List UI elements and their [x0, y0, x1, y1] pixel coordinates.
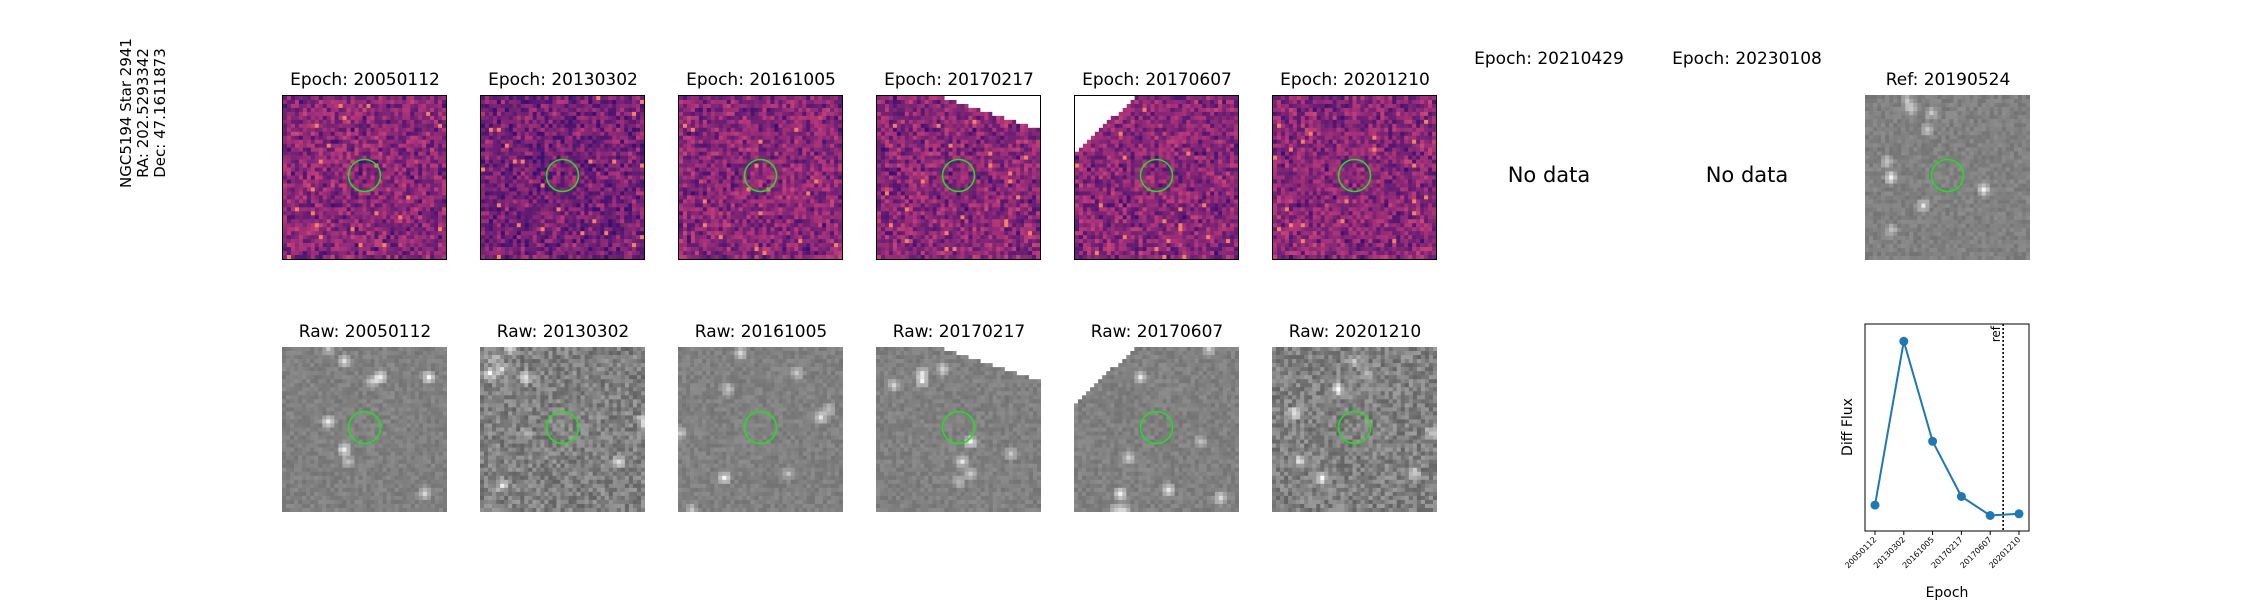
raw-pixels: [282, 347, 447, 512]
x-tick-label: 20201210: [1987, 535, 2022, 570]
star-name: NGC5194 Star 2941: [118, 13, 135, 213]
diff-panel-3: [678, 95, 843, 260]
difference-pixels: [1075, 96, 1238, 259]
raw-pixels: [1865, 95, 2030, 260]
diff-image-6: [1273, 96, 1436, 259]
epoch-title-5: Epoch: 20170607: [1047, 70, 1267, 90]
raw-panel-3: [678, 347, 843, 512]
light-curve-chart: Diff Flux Epoch 200501122013030220161005…: [1820, 315, 2060, 600]
data-point: [1957, 492, 1966, 501]
diff-image-4: [877, 96, 1040, 259]
y-axis-label: Diff Flux: [1840, 398, 1856, 456]
star-ra: RA: 202.5293342: [135, 13, 152, 213]
diff-image-1: [283, 96, 446, 259]
data-point: [1899, 337, 1908, 346]
no-data-8: No data: [1647, 163, 1847, 187]
x-axis-label: Epoch: [1926, 585, 1969, 600]
raw-panel-5: [1074, 347, 1239, 512]
data-point: [1928, 437, 1937, 446]
raw-image-5: [1074, 347, 1239, 512]
difference-pixels: [481, 96, 644, 259]
diff-panel-4: [876, 95, 1041, 260]
raw-image-4: [876, 347, 1041, 512]
epoch-title-2: Epoch: 20130302: [453, 70, 673, 90]
raw-pixels: [1074, 347, 1239, 512]
reference-label: ref: [1989, 325, 2003, 342]
data-point: [1871, 501, 1880, 510]
raw-panel-4: [876, 347, 1041, 512]
raw-title-1: Raw: 20050112: [255, 322, 475, 342]
diff-image-3: [679, 96, 842, 259]
raw-title-6: Raw: 20201210: [1245, 322, 1465, 342]
raw-image-6: [1272, 347, 1437, 512]
raw-panel-6: [1272, 347, 1437, 512]
epoch-title-7: Epoch: 20210429: [1439, 49, 1659, 69]
difference-pixels: [283, 96, 446, 259]
raw-title-3: Raw: 20161005: [651, 322, 871, 342]
ref-title: Ref: 20190524: [1838, 70, 2058, 90]
series-line: [1875, 341, 2019, 515]
raw-pixels: [1272, 347, 1437, 512]
raw-title-2: Raw: 20130302: [453, 322, 673, 342]
raw-panel-1: [282, 347, 447, 512]
raw-pixels: [876, 347, 1041, 512]
ref-panel: [1865, 95, 2030, 260]
diff-image-2: [481, 96, 644, 259]
raw-pixels: [678, 347, 843, 512]
star-dec: Dec: 47.1611873: [152, 13, 169, 213]
chart-marks: 2005011220130302201610052017021720170607…: [1843, 324, 2023, 570]
raw-panel-2: [480, 347, 645, 512]
diff-panel-6: [1272, 95, 1437, 260]
ref-image: [1865, 95, 2030, 260]
difference-pixels: [679, 96, 842, 259]
epoch-title-6: Epoch: 20201210: [1245, 70, 1465, 90]
diff-panel-2: [480, 95, 645, 260]
epoch-title-4: Epoch: 20170217: [849, 70, 1069, 90]
raw-title-5: Raw: 20170607: [1047, 322, 1267, 342]
raw-image-2: [480, 347, 645, 512]
diff-image-5: [1075, 96, 1238, 259]
difference-pixels: [877, 96, 1040, 259]
epoch-title-3: Epoch: 20161005: [651, 70, 871, 90]
raw-pixels: [480, 347, 645, 512]
no-data-7: No data: [1449, 163, 1649, 187]
data-point: [1986, 511, 1995, 520]
difference-pixels: [1273, 96, 1436, 259]
epoch-title-8: Epoch: 20230108: [1637, 49, 1857, 69]
diff-panel-5: [1074, 95, 1239, 260]
raw-title-4: Raw: 20170217: [849, 322, 1069, 342]
epoch-title-1: Epoch: 20050112: [255, 70, 475, 90]
star-label-block: NGC5194 Star 2941 RA: 202.5293342 Dec: 4…: [118, 13, 172, 213]
raw-image-3: [678, 347, 843, 512]
diff-panel-1: [282, 95, 447, 260]
raw-image-1: [282, 347, 447, 512]
data-point: [2015, 509, 2024, 518]
